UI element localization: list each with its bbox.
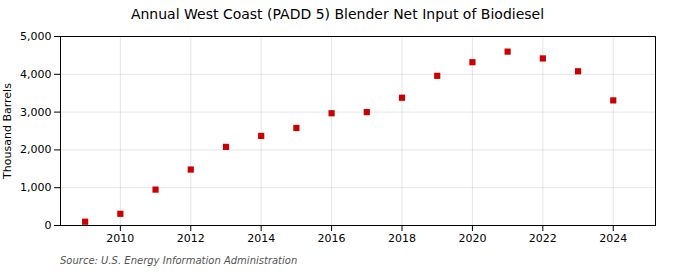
svg-text:2022: 2022 xyxy=(529,232,557,245)
svg-text:Thousand Barrels: Thousand Barrels xyxy=(1,83,14,180)
svg-text:4,000: 4,000 xyxy=(20,68,52,81)
svg-text:2010: 2010 xyxy=(106,232,134,245)
svg-text:2024: 2024 xyxy=(599,232,627,245)
svg-text:2016: 2016 xyxy=(318,232,346,245)
html-text:Source: U.S. Energy Informatio: Source: U.S. Energy Information Administ… xyxy=(60,255,298,266)
svg-text:2018: 2018 xyxy=(388,232,416,245)
html-text:Annual West Coast (PADD 5) Ble: Annual West Coast (PADD 5) Blender Net I… xyxy=(130,6,545,22)
svg-text:1,000: 1,000 xyxy=(20,181,52,194)
svg-text:2012: 2012 xyxy=(177,232,205,245)
svg-text:0: 0 xyxy=(45,219,52,232)
svg-text:5,000: 5,000 xyxy=(20,30,52,43)
svg-text:2014: 2014 xyxy=(247,232,275,245)
svg-text:2,000: 2,000 xyxy=(20,143,52,156)
svg-text:3,000: 3,000 xyxy=(20,106,52,119)
svg-text:2020: 2020 xyxy=(458,232,486,245)
